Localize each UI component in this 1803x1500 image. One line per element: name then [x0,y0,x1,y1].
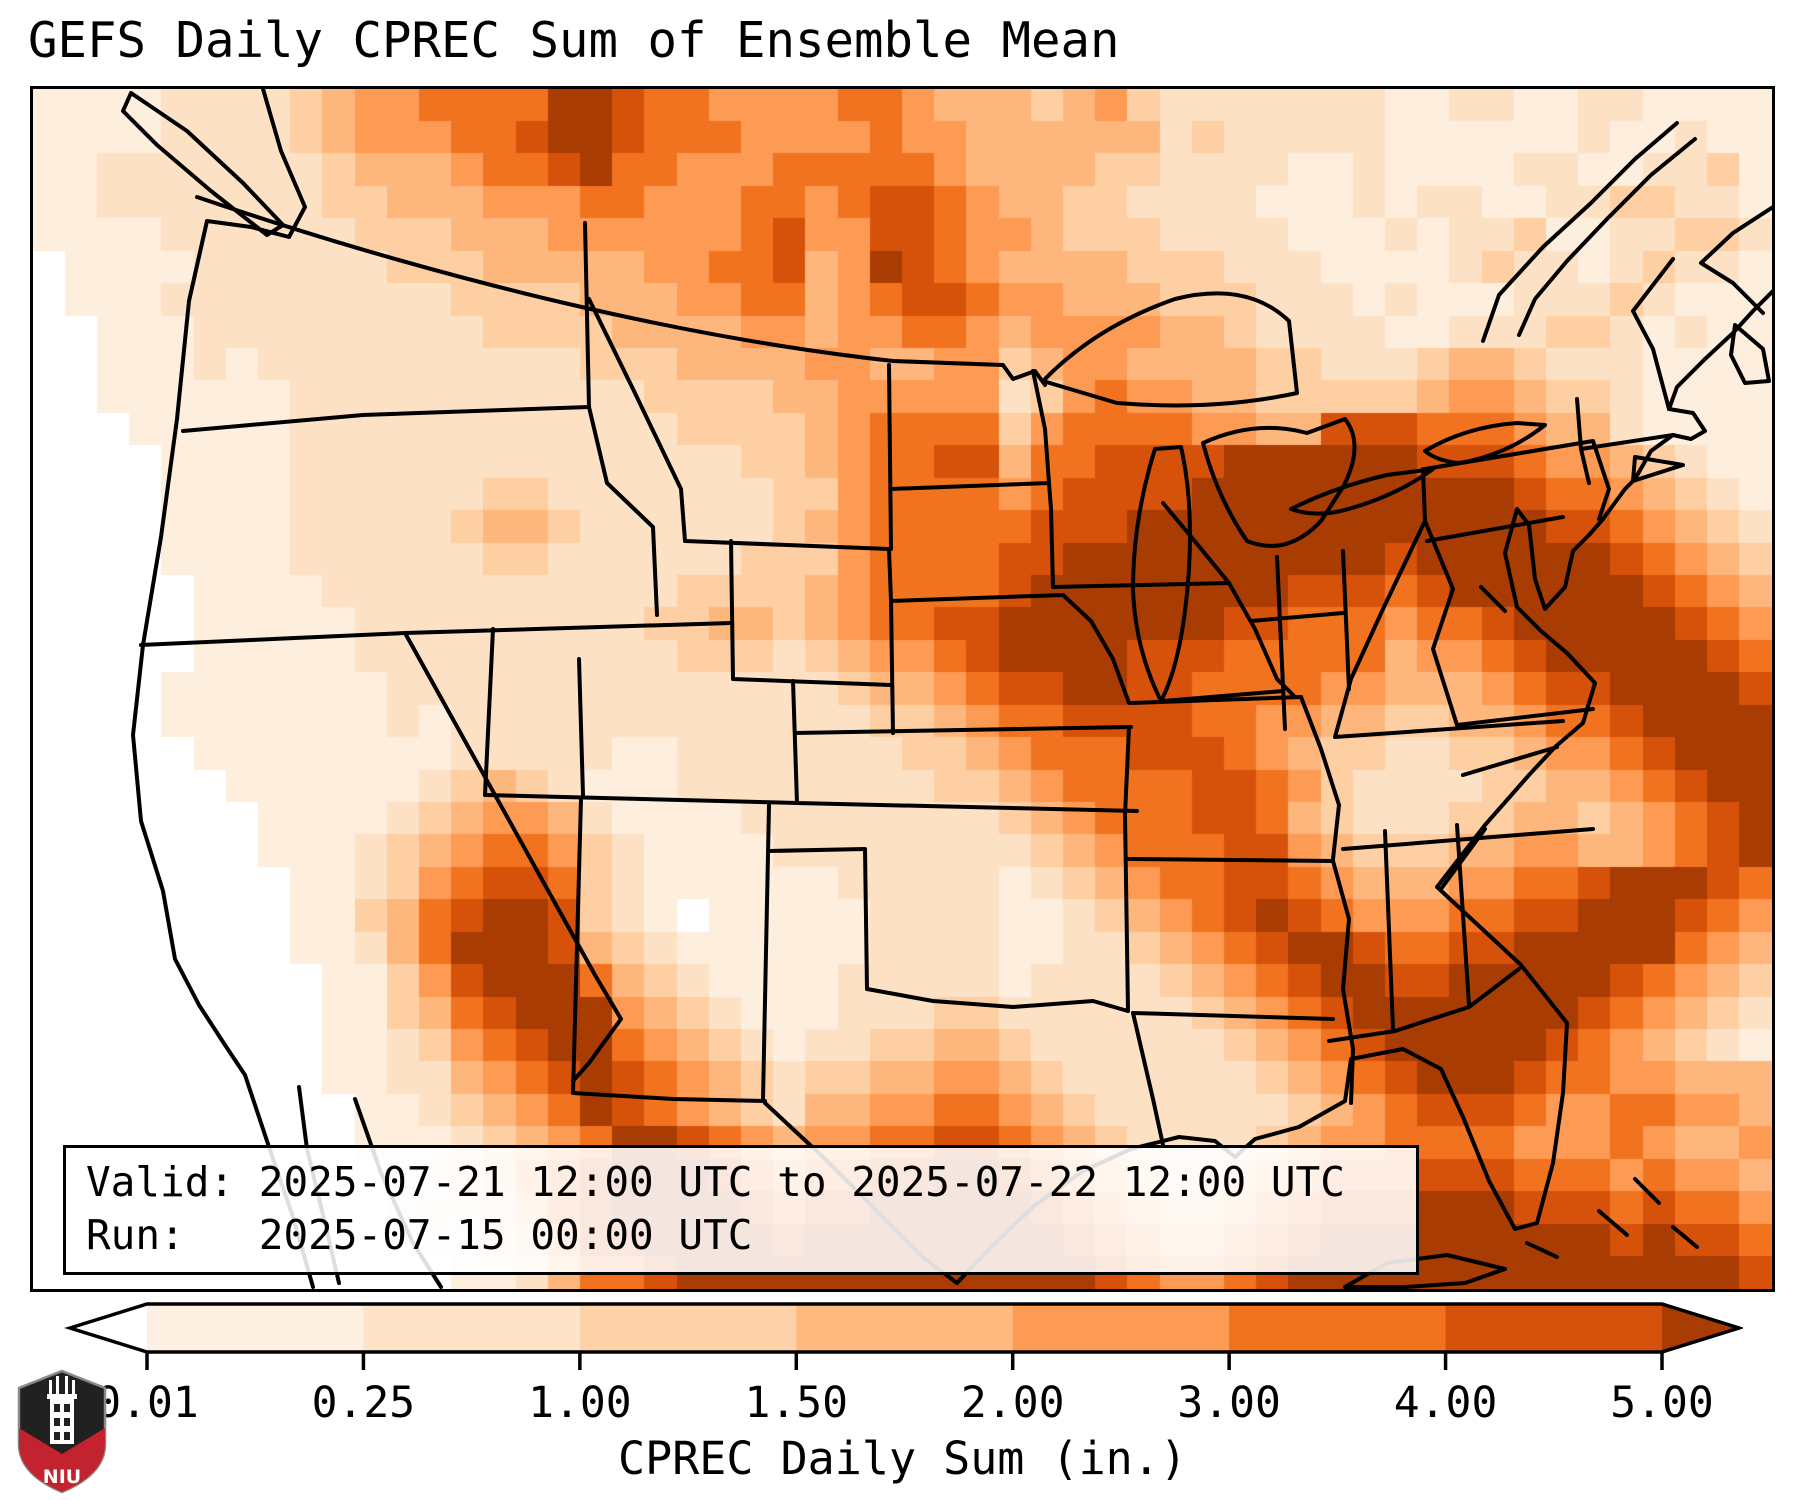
border-ok-east [1123,813,1130,1013]
border-tx-la [1131,1011,1165,1147]
colorbar-axis-label: CPREC Daily Sum (in.) [618,1432,1187,1485]
gulf-atlantic-coastline [955,289,1772,1285]
border-va-nc [1455,707,1595,727]
border-fl-north [1327,967,1521,1043]
niu-logo: NIU [17,1369,107,1494]
border-nm-tx [761,803,771,1101]
lake-superior [1041,291,1299,408]
border-ia-mo [1129,695,1303,705]
border-new-england [1575,257,1675,485]
page-title: GEFS Daily CPREC Sum of Ensemble Mean [28,12,1120,69]
colorbar-tick-label: 0.25 [311,1378,416,1428]
border-oh-pa [1421,467,1427,523]
run-time-text: Run: 2025-07-15 00:00 UTC [86,1211,753,1259]
border-nm-mexico [571,1091,767,1103]
colorbar-tick-label: 2.00 [960,1378,1065,1428]
lake-michigan [1131,445,1192,703]
vancouver-island [121,91,285,237]
border-red-river [1031,369,1055,589]
state-borders [121,89,1772,1289]
border-id-west [587,405,659,617]
border-ms-al [1383,829,1395,1031]
border-in-oh [1341,549,1351,691]
border-ohio-river [1333,519,1427,739]
us-canada-border [195,195,1047,387]
logo-red-chevron [19,1428,105,1492]
border-mo-ar [1126,857,1335,863]
border-mn-ia [1051,581,1231,589]
colorbar-tick-label: 1.50 [744,1378,849,1428]
pacific-coastline [131,89,315,1289]
st-lawrence-north-shore [1517,137,1697,337]
border-wa-or [181,405,591,433]
precipitation-map: Valid: 2025-07-21 12:00 UTC to 2025-07-2… [30,86,1775,1292]
border-mt-nd [887,363,893,551]
border-mt-south [683,539,891,551]
border-mississippi-lower [1331,859,1355,1105]
border-mississippi-upper [1161,501,1297,699]
border-pa-box [1423,439,1611,543]
border-nv-ut [483,627,495,797]
logo-text: NIU [43,1466,81,1488]
border-ok-panhandle [767,847,869,991]
long-island [1631,455,1685,483]
new-brunswick-coast [1699,205,1772,315]
border-nd-sd [889,481,1051,491]
colorbar-tick-label: 4.00 [1393,1378,1498,1428]
colorbar: 0.01 0.25 1.00 1.50 2.00 3.00 4.00 5.00 [63,1296,1745,1496]
border-sd-ne [889,593,1093,623]
border-mt-west [587,297,687,543]
border-ne-ks [793,725,1133,735]
colorbar-tick-label: 0.01 [95,1378,199,1428]
lake-huron [1201,417,1357,548]
precip-raster [33,89,1772,1289]
colorbar-tick-label: 1.00 [528,1378,632,1428]
border-mo-west-river [1089,619,1131,705]
border-ne-west [887,547,895,735]
border-ar-la [1131,1011,1335,1021]
border-mi-south [1161,689,1285,703]
border-ks-mo [1123,725,1131,817]
border-ky-tn [1333,719,1565,739]
border-wv-va [1423,519,1459,727]
colorbar-tick-label: 5.00 [1610,1378,1714,1428]
border-wi-il [1249,611,1345,623]
colorbar-gradient [64,1302,1745,1370]
border-az-nm [571,797,583,1095]
border-il-in [1275,555,1287,731]
border-wa-id [583,221,591,409]
logo-tower-icon [47,1376,77,1444]
border-42nd-parallel [139,621,733,647]
nova-scotia [1729,323,1771,385]
colorbar-tick-label: 3.00 [1177,1378,1281,1428]
border-ga-sc [1439,827,1487,891]
border-wy-box [729,539,893,687]
valid-time-text: Valid: 2025-07-21 12:00 UTC to 2025-07-2… [86,1158,1345,1206]
border-nc-sc [1461,745,1559,777]
border-co-box [483,657,1139,813]
border-ca-nv [403,631,623,1083]
lake-ontario [1423,421,1547,465]
st-lawrence-river [1481,121,1679,343]
border-potomac [1479,585,1507,613]
border-mississippi-mid [1299,695,1341,861]
forecast-info-box: Valid: 2025-07-21 12:00 UTC to 2025-07-2… [63,1145,1419,1275]
bahamas-islands [1525,1177,1699,1259]
border-red-river-tx-ok [865,987,1130,1013]
border-al-ga [1455,823,1471,1007]
lake-erie [1289,467,1435,516]
